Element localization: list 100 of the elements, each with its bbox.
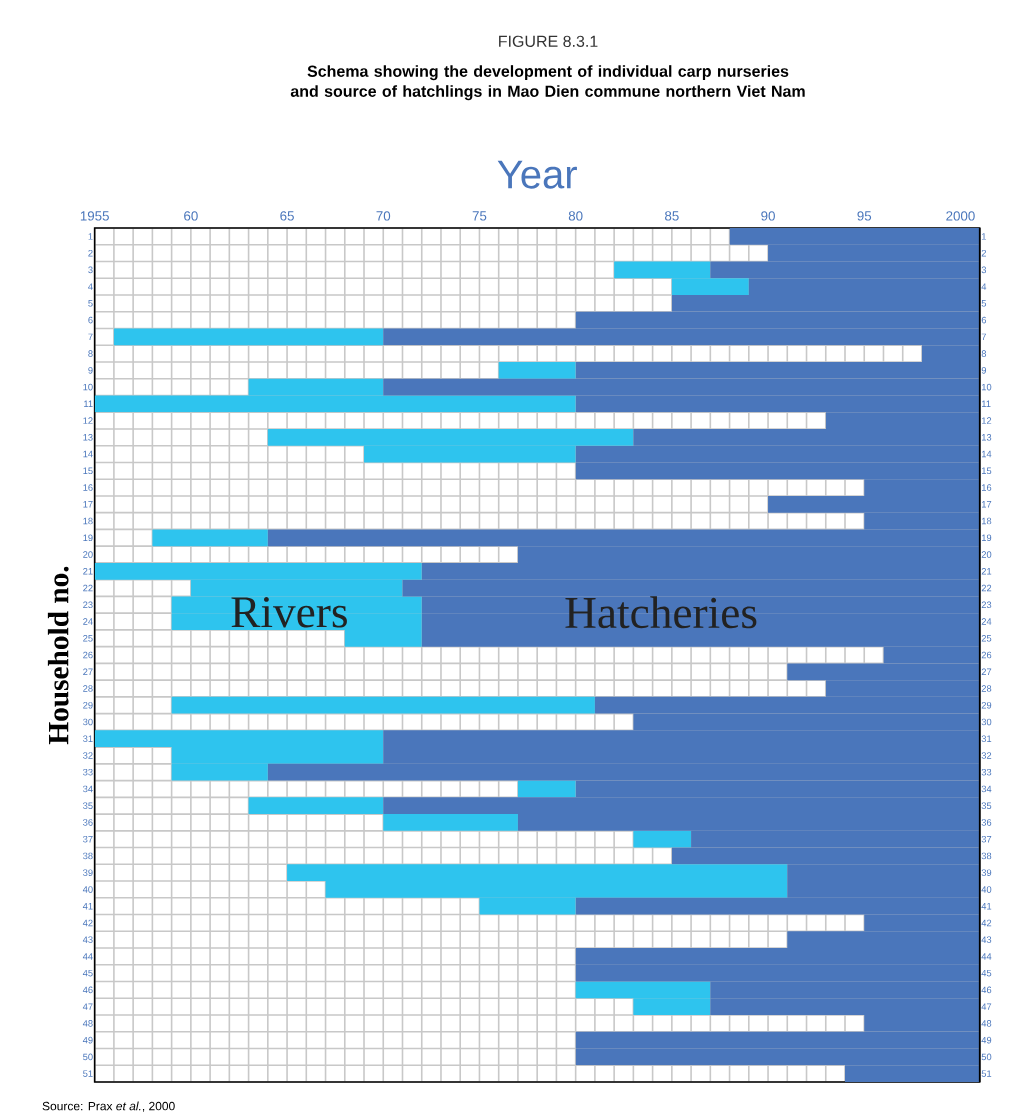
y-tick-label: 42	[981, 919, 992, 927]
category-label: 13	[83, 434, 93, 441]
category-label: 33	[83, 768, 93, 776]
category-label: 42	[82, 919, 93, 927]
category-label: 10	[83, 383, 93, 391]
bar	[152, 529, 268, 547]
category-label: 25	[83, 634, 93, 642]
category-label: 34	[83, 785, 93, 793]
y-tick-label: 1	[981, 233, 986, 240]
category-label: 26	[83, 651, 93, 659]
category-label: 14	[83, 450, 93, 458]
category-label: 40	[82, 886, 93, 893]
y-tick-label: 44	[981, 953, 992, 960]
y-tick-label: 31	[981, 735, 992, 743]
category-label: 38	[83, 852, 93, 860]
category-label: 4	[88, 283, 93, 290]
x-tick-label: 75	[472, 211, 487, 221]
category-label: 16	[83, 484, 93, 491]
x-axis-title: Year	[497, 160, 577, 189]
x-tick-label: 1955	[80, 211, 109, 221]
chart-subtitle: Schema showing the development of individual carp nurseries and source of hatchlings in Mao Dien commune northern Viet Nam	[290, 65, 805, 101]
category-label: 29	[83, 701, 93, 709]
bar	[113, 328, 384, 346]
x-tick-label: 60	[184, 211, 198, 221]
category-label: 20	[83, 551, 93, 558]
y-tick-label: 10	[981, 383, 992, 391]
y-tick-label: 43	[981, 936, 992, 943]
y-tick-label: 23	[981, 601, 992, 609]
y-tick-label: 34	[981, 785, 992, 793]
y-tick-label: 18	[981, 517, 992, 525]
category-label: 18	[83, 517, 93, 525]
y-tick-label: 4	[981, 283, 987, 290]
y-tick-label: 3	[981, 266, 987, 274]
y-tick-label: 27	[981, 668, 992, 676]
category-label: 21	[83, 568, 93, 575]
category-label: 27	[83, 668, 93, 676]
x-tick-label: 2000	[946, 211, 975, 221]
y-tick-label: 50	[981, 1053, 992, 1061]
chart-title: FIGURE 8.3.1	[499, 35, 598, 47]
y-tick-label: 40	[981, 886, 992, 893]
series-label: Rivers	[231, 597, 347, 628]
bar	[498, 361, 576, 379]
y-tick-label: 11	[981, 400, 991, 408]
category-label: 3	[88, 266, 93, 274]
y-tick-label: 36	[981, 819, 992, 826]
x-tick-label: 80	[568, 211, 583, 221]
y-axis-title: Household no.	[47, 566, 69, 745]
category-label: 15	[83, 467, 93, 475]
y-tick-label: 39	[981, 869, 992, 876]
category-label: 7	[88, 333, 93, 341]
x-tick-label: 85	[665, 211, 679, 221]
y-tick-label: 51	[981, 1070, 992, 1077]
category-label: 36	[83, 819, 93, 826]
y-tick-label: 7	[981, 333, 986, 341]
y-tick-label: 25	[981, 634, 992, 642]
y-tick-label: 38	[981, 852, 992, 860]
category-label: 17	[83, 501, 93, 508]
y-tick-label: 2	[981, 249, 986, 257]
category-label: 41	[82, 902, 93, 910]
y-tick-label: 24	[981, 618, 992, 625]
category-label: 28	[83, 685, 93, 692]
category-label: 43	[82, 936, 93, 943]
y-tick-label: 14	[981, 450, 992, 458]
category-label: 1	[88, 233, 93, 240]
y-tick-label: 6	[981, 316, 987, 324]
y-tick-label: 22	[981, 584, 992, 592]
category-label: 8	[88, 350, 93, 357]
y-tick-label: 45	[981, 969, 992, 977]
y-tick-label: 30	[981, 718, 992, 726]
y-tick-label: 46	[981, 986, 992, 994]
y-tick-label: 41	[981, 902, 992, 910]
category-label: 11	[84, 400, 93, 408]
y-tick-label: 33	[981, 768, 992, 776]
category-label: 39	[83, 869, 93, 876]
bar	[383, 814, 518, 831]
category-label: 19	[83, 534, 93, 542]
y-tick-label: 13	[981, 434, 992, 441]
y-tick-label: 32	[981, 752, 992, 759]
y-tick-label: 19	[981, 534, 992, 542]
category-label: 47	[82, 1003, 93, 1010]
y-tick-label: 26	[981, 651, 992, 659]
y-tick-label: 17	[981, 501, 992, 508]
y-tick-label: 29	[981, 701, 992, 709]
category-label: 5	[88, 300, 93, 307]
y-tick-label: 16	[981, 484, 992, 491]
bar	[517, 780, 576, 798]
category-label: 48	[82, 1020, 93, 1027]
category-label: 30	[83, 718, 93, 726]
y-tick-label: 37	[981, 835, 992, 843]
y-tick-label: 21	[981, 568, 992, 575]
y-tick-label: 35	[981, 802, 992, 810]
category-label: 6	[88, 316, 93, 324]
y-tick-label: 48	[981, 1020, 992, 1027]
category-label: 50	[83, 1053, 93, 1061]
y-tick-label: 15	[981, 467, 992, 475]
series-label: Hatcheries	[565, 596, 757, 629]
y-tick-label: 5	[981, 300, 987, 307]
category-label: 32	[83, 752, 93, 759]
x-tick-label: 65	[280, 211, 294, 221]
category-label: 24	[83, 618, 93, 625]
